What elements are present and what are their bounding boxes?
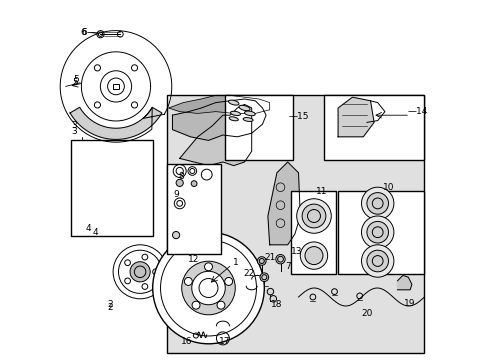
Circle shape bbox=[366, 221, 387, 243]
Text: 6: 6 bbox=[81, 28, 87, 37]
Ellipse shape bbox=[229, 117, 238, 121]
Circle shape bbox=[361, 245, 393, 277]
Text: —15: —15 bbox=[287, 112, 308, 121]
Text: 5: 5 bbox=[73, 75, 79, 84]
Circle shape bbox=[275, 255, 285, 264]
Circle shape bbox=[191, 271, 225, 305]
Polygon shape bbox=[397, 275, 411, 290]
Text: 3: 3 bbox=[72, 127, 77, 136]
Text: 4: 4 bbox=[85, 224, 91, 233]
Circle shape bbox=[184, 278, 192, 285]
Circle shape bbox=[188, 178, 196, 185]
Text: 3: 3 bbox=[72, 122, 77, 130]
Polygon shape bbox=[70, 107, 162, 139]
Circle shape bbox=[305, 247, 322, 265]
Circle shape bbox=[361, 216, 393, 248]
Circle shape bbox=[172, 231, 179, 239]
Ellipse shape bbox=[230, 111, 240, 116]
Bar bbox=[323, 95, 423, 160]
Polygon shape bbox=[60, 31, 171, 142]
Bar bbox=[113, 84, 119, 89]
Text: 2: 2 bbox=[107, 303, 113, 312]
Text: 6: 6 bbox=[80, 28, 86, 37]
Circle shape bbox=[224, 278, 232, 285]
Text: 10: 10 bbox=[382, 183, 393, 192]
Circle shape bbox=[142, 284, 147, 289]
Circle shape bbox=[269, 296, 276, 302]
Bar bbox=[224, 95, 292, 160]
Circle shape bbox=[361, 187, 393, 220]
Text: 5: 5 bbox=[72, 78, 78, 87]
Text: 2: 2 bbox=[107, 300, 113, 309]
Text: 11: 11 bbox=[315, 187, 326, 196]
Circle shape bbox=[204, 263, 212, 271]
Circle shape bbox=[257, 257, 265, 265]
Text: 1: 1 bbox=[232, 258, 238, 266]
Bar bbox=[71, 140, 152, 236]
Text: 21: 21 bbox=[264, 253, 275, 262]
Circle shape bbox=[130, 262, 150, 282]
Text: 18: 18 bbox=[270, 300, 282, 309]
Polygon shape bbox=[172, 99, 265, 140]
Text: 17: 17 bbox=[219, 338, 230, 346]
Circle shape bbox=[176, 179, 183, 186]
Text: —14: —14 bbox=[407, 107, 427, 116]
Ellipse shape bbox=[244, 111, 255, 116]
Bar bbox=[337, 191, 423, 274]
Text: 16: 16 bbox=[181, 337, 192, 346]
Circle shape bbox=[260, 273, 268, 282]
Text: 4: 4 bbox=[92, 228, 98, 237]
Text: 20: 20 bbox=[361, 309, 372, 318]
Text: 13: 13 bbox=[290, 248, 302, 256]
Bar bbox=[167, 95, 423, 353]
Polygon shape bbox=[179, 104, 251, 166]
Circle shape bbox=[191, 181, 197, 186]
Circle shape bbox=[124, 260, 130, 266]
Circle shape bbox=[217, 301, 224, 309]
Circle shape bbox=[182, 261, 235, 315]
Text: 7: 7 bbox=[285, 262, 291, 271]
Circle shape bbox=[152, 232, 264, 344]
Polygon shape bbox=[337, 97, 373, 137]
Text: 12: 12 bbox=[187, 255, 199, 264]
Bar bbox=[167, 164, 221, 254]
Bar bbox=[167, 95, 423, 353]
Ellipse shape bbox=[197, 234, 210, 342]
Circle shape bbox=[124, 278, 130, 284]
Circle shape bbox=[192, 301, 200, 309]
Bar bbox=[291, 191, 336, 274]
Circle shape bbox=[366, 193, 387, 214]
Ellipse shape bbox=[239, 105, 249, 111]
Circle shape bbox=[296, 199, 330, 233]
Text: 19: 19 bbox=[403, 299, 414, 307]
Text: 9: 9 bbox=[173, 190, 179, 199]
Circle shape bbox=[366, 250, 387, 272]
Circle shape bbox=[142, 254, 147, 260]
Circle shape bbox=[266, 288, 273, 295]
Text: 8: 8 bbox=[178, 172, 184, 181]
Circle shape bbox=[152, 269, 158, 275]
Circle shape bbox=[302, 204, 325, 228]
Text: 22: 22 bbox=[243, 269, 254, 278]
Polygon shape bbox=[168, 95, 269, 113]
Circle shape bbox=[183, 193, 190, 199]
Polygon shape bbox=[267, 162, 300, 245]
Circle shape bbox=[300, 242, 327, 269]
Ellipse shape bbox=[228, 100, 239, 105]
Circle shape bbox=[78, 146, 85, 153]
Ellipse shape bbox=[243, 118, 253, 121]
